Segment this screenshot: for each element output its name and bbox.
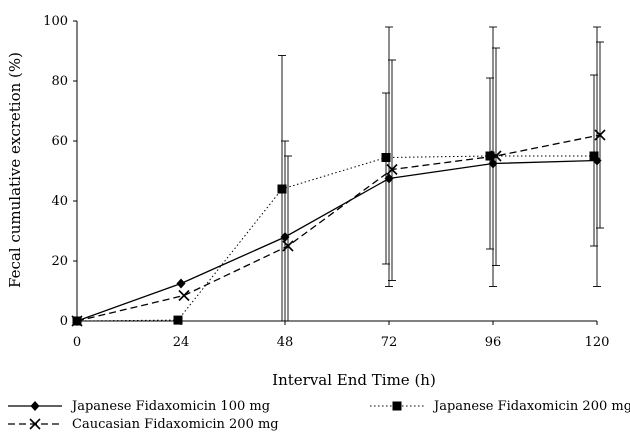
legend-label: Caucasian Fidaxomicin 200 mg [72, 417, 279, 432]
x-marker-stroke [386, 163, 398, 176]
series-markers [71, 129, 606, 327]
error-bars [278, 26, 604, 322]
y-tick-label: 20 [51, 254, 68, 269]
legend-marker [30, 401, 40, 411]
data-point [589, 151, 599, 161]
x-marker-stroke [282, 240, 294, 252]
data-point [173, 315, 183, 325]
x-marker-stroke [29, 418, 41, 430]
data-point [485, 151, 495, 161]
data-point [71, 315, 83, 327]
x-tick-label: 24 [173, 335, 190, 350]
legend-marker [392, 401, 402, 411]
y-tick-label: 40 [51, 194, 68, 209]
legend: Japanese Fidaxomicin 100 mg Japanese Fida… [8, 399, 630, 432]
y-tick-label: 60 [51, 134, 68, 149]
x-marker-stroke [178, 289, 190, 302]
x-marker-stroke [594, 129, 606, 141]
x-marker-stroke [490, 150, 502, 162]
legend-marker [29, 418, 41, 430]
data-point [176, 278, 186, 289]
y-tick-label: 100 [43, 14, 68, 29]
series-lines [76, 134, 601, 322]
x-tick-label: 96 [485, 335, 502, 350]
data-point [381, 153, 391, 162]
data-point [280, 232, 290, 242]
x-tick-label: 72 [381, 335, 398, 350]
data-point [386, 163, 398, 176]
y-axis-title: Fecal cumulative excretion (%) [6, 52, 24, 288]
series-line-2 [76, 134, 601, 322]
data-point [282, 240, 294, 252]
x-tick-label: 120 [585, 335, 610, 350]
x-tick-label: 0 [73, 335, 81, 350]
legend-label: Japanese Fidaxomicin 200 mg [432, 399, 630, 414]
x-marker-stroke [71, 315, 83, 327]
x-axis-title: Interval End Time (h) [272, 371, 436, 389]
data-point [490, 150, 502, 162]
x-tick-label: 48 [277, 335, 294, 350]
series-line-0 [76, 159, 598, 322]
legend-label: Japanese Fidaxomicin 100 mg [70, 399, 270, 414]
data-point [488, 158, 498, 169]
y-tick-label: 80 [51, 74, 68, 89]
axes: 0 20 40 60 80 100 0 24 48 72 96 120 [43, 14, 609, 350]
data-point [277, 184, 287, 194]
data-point [178, 289, 190, 302]
data-point [384, 173, 394, 184]
data-point [594, 129, 606, 141]
y-tick-label: 0 [60, 314, 68, 329]
series-line-1 [76, 155, 594, 322]
